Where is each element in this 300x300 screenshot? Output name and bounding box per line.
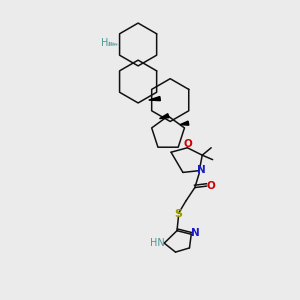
Text: H: H [101, 38, 109, 48]
Text: N: N [191, 228, 200, 239]
Text: N: N [197, 165, 206, 175]
Text: S: S [174, 209, 182, 219]
Text: O: O [206, 181, 215, 190]
Text: O: O [184, 139, 192, 148]
Polygon shape [180, 121, 189, 125]
Polygon shape [160, 114, 169, 118]
Text: HN: HN [150, 238, 164, 248]
Polygon shape [149, 97, 161, 101]
